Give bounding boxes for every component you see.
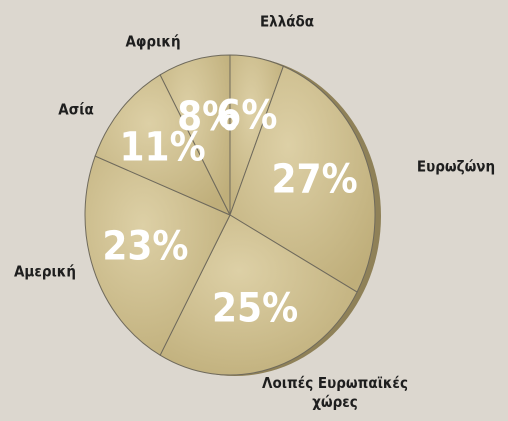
category-label: Λοιπές Ευρωπαϊκές χώρες — [262, 374, 408, 411]
pie-slice — [94, 74, 232, 217]
value-label: 6% — [216, 93, 277, 139]
category-label: Αφρική — [125, 32, 181, 51]
pie-slice — [84, 155, 231, 356]
value-label: 27% — [272, 156, 358, 202]
category-label: Ευρωζώνη — [416, 157, 496, 176]
value-label: 25% — [212, 285, 298, 331]
category-label: Ασία — [58, 100, 94, 119]
value-label: 11% — [119, 124, 205, 170]
value-label: 23% — [102, 224, 188, 270]
pie-slice — [229, 65, 376, 293]
pie-slice — [159, 54, 231, 216]
pie-slice — [159, 214, 358, 376]
category-label: Αμερική — [13, 262, 77, 281]
category-label: Ελλάδα — [259, 12, 315, 31]
value-label: 8% — [177, 94, 238, 140]
